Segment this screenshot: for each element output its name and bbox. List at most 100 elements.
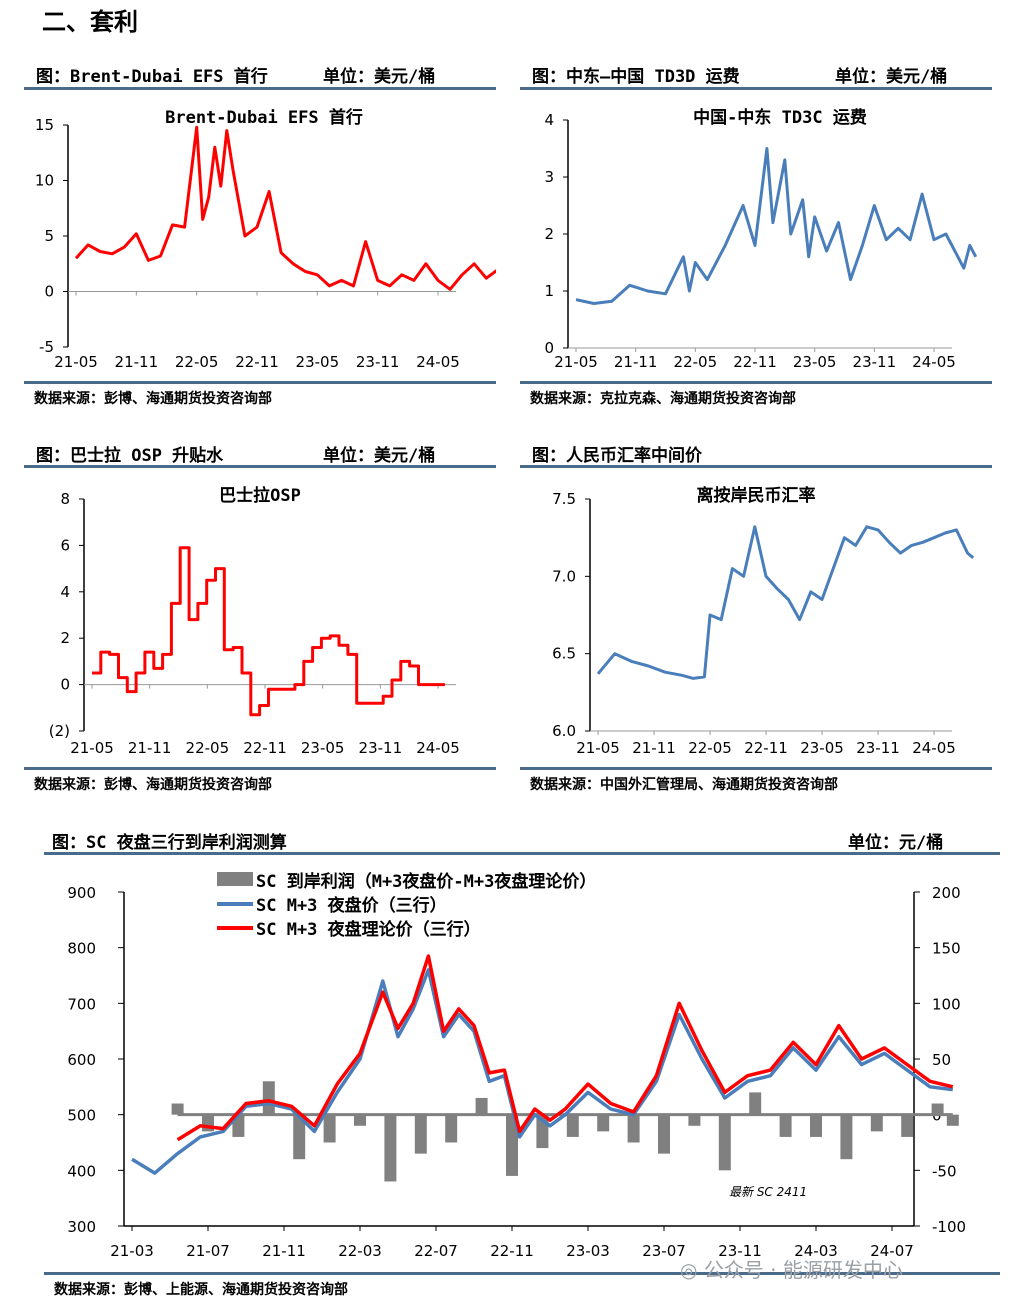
sc-right-tick-label: 200 [932, 884, 961, 902]
sc-profit-bar [810, 1114, 822, 1137]
sc-x-tick-label: 22-11 [490, 1242, 534, 1260]
sc-profit-bar [293, 1114, 306, 1160]
sc-left-tick-label: 900 [67, 884, 96, 902]
osp-chart: 巴士拉OSP (2) 0 2 4 6 8 21-05 21-11 22-05 22-11 23-05 2… [49, 485, 460, 757]
cny-bottom-rule [520, 767, 992, 770]
cny-y-tick-label: 7.5 [552, 490, 576, 508]
sc-right-tick-label: 150 [932, 940, 961, 958]
efs-x-tick-label: 23-05 [296, 353, 340, 371]
sc-left-tick-label: 700 [67, 995, 96, 1013]
cny-y-tick-label: 6.5 [552, 645, 576, 663]
cny-x-tick-label: 23-11 [856, 739, 900, 757]
sc-left-tick-label: 300 [67, 1218, 96, 1236]
osp-series-line [92, 546, 445, 717]
td3c-x-tick-label: 24-05 [912, 353, 956, 371]
cny-x-tick-label: 22-11 [744, 739, 788, 757]
efs-caption: 图：Brent-Dubai EFS 首行 [36, 67, 268, 87]
osp-x-tick-label: 21-11 [128, 739, 172, 757]
efs-x-tick-label: 21-05 [54, 353, 98, 371]
td3c-series-line [575, 147, 978, 305]
td3c-y-tick-label: 1 [544, 282, 554, 300]
sc-x-tick-label: 22-07 [414, 1242, 458, 1260]
sc-annotation: 最新 SC 2411 [729, 1185, 807, 1199]
td3c-x-tick-label: 22-11 [733, 353, 777, 371]
efs-x-tick-label: 22-11 [235, 353, 279, 371]
osp-x-tick-label: 23-11 [359, 739, 403, 757]
sc-left-tick-label: 500 [67, 1107, 96, 1125]
sc-x-tick-label: 24-07 [870, 1242, 914, 1260]
sc-profit-bar [840, 1114, 853, 1160]
efs-unit: 单位：美元/桶 [323, 67, 436, 87]
td3c-x-tick-label: 23-11 [853, 353, 897, 371]
sc-x-tick-label: 21-03 [110, 1242, 154, 1260]
sc-legend-label: SC M+3 夜盘价（三行） [256, 895, 447, 916]
osp-y-tick-label: 2 [60, 629, 70, 647]
sc-top-rule [44, 852, 1000, 855]
sc-x-tick-label: 24-03 [794, 1242, 838, 1260]
td3c-y-tick-label: 3 [544, 168, 554, 186]
sc-left-tick-label: 600 [67, 1051, 96, 1069]
sc-chart: 300400500600700800900-100-50050100150200… [67, 871, 966, 1260]
efs-chart-title: Brent-Dubai EFS 首行 [165, 107, 363, 128]
sc-profit-bar [870, 1114, 883, 1132]
cny-x-tick-label: 21-11 [632, 739, 676, 757]
cny-y-tick-label: 6.0 [552, 722, 576, 740]
osp-y-tick-label: 4 [60, 583, 70, 601]
sc-legend-label: SC M+3 夜盘理论价（三行） [256, 919, 481, 940]
section-title: 二、套利 [42, 7, 138, 36]
cny-x-tick-label: 21-05 [576, 739, 620, 757]
efs-source: 数据来源：彭博、海通期货投资咨询部 [34, 391, 272, 407]
efs-bottom-rule [24, 381, 496, 384]
watermark: ◎ 公众号 · 能源研发中心 [680, 1254, 903, 1283]
efs-x-tick-label: 24-05 [416, 353, 460, 371]
sc-legend-swatch-profit [217, 872, 253, 886]
sc-profit-bar [475, 1097, 488, 1115]
td3c-chart-title: 中国-中东 TD3C 运费 [693, 107, 867, 128]
sc-x-tick-label: 23-11 [718, 1242, 762, 1260]
sc-bottom-rule [44, 1272, 1000, 1275]
sc-caption: 图：SC 夜盘三行到岸利润测算 [52, 833, 287, 853]
efs-y-tick-label: 10 [35, 172, 54, 190]
td3c-y-tick-label: 0 [544, 339, 554, 357]
efs-chart: Brent-Dubai EFS 首行 -5 0 5 10 15 21-05 21-11 22-0… [35, 107, 496, 371]
cny-source: 数据来源：中国外汇管理局、海通期货投资咨询部 [530, 777, 838, 793]
sc-profit-bar [323, 1114, 336, 1143]
sc-profit-bar [718, 1114, 731, 1171]
efs-x-tick-label: 22-05 [175, 353, 219, 371]
td3c-caption: 图：中东—中国 TD3D 运费 [532, 67, 740, 87]
osp-chart-title: 巴士拉OSP [219, 485, 301, 506]
sc-x-tick-label: 22-03 [338, 1242, 382, 1260]
td3c-x-tick-label: 23-05 [793, 353, 837, 371]
cny-chart-title: 离按岸民币汇率 [697, 485, 816, 506]
efs-y-tick-label: 0 [44, 283, 54, 301]
osp-bottom-rule [24, 767, 496, 770]
osp-top-rule [24, 465, 496, 468]
osp-y-tick-label: 0 [60, 676, 70, 694]
td3c-x-tick-label: 21-05 [554, 353, 598, 371]
sc-source: 数据来源：彭博、上能源、海通期货投资咨询部 [54, 1282, 348, 1298]
sc-x-tick-label: 21-11 [262, 1242, 306, 1260]
sc-profit-bar [688, 1114, 701, 1126]
osp-x-tick-label: 24-05 [416, 739, 460, 757]
efs-x-tick-label: 21-11 [115, 353, 159, 371]
cny-top-rule [520, 465, 992, 468]
sc-profit-bar [445, 1114, 458, 1143]
efs-top-rule [24, 87, 496, 90]
sc-theory-line [176, 954, 954, 1142]
sc-profit-bar [901, 1114, 914, 1137]
osp-x-tick-label: 23-05 [301, 739, 345, 757]
sc-profit-bar [354, 1114, 366, 1126]
sc-left-tick-label: 800 [67, 940, 96, 958]
sc-profit-bar [566, 1114, 579, 1137]
sc-profit-bar [171, 1103, 184, 1115]
sc-x-tick-label: 21-07 [186, 1242, 230, 1260]
osp-x-tick-label: 22-05 [186, 739, 230, 757]
sc-x-tick-label: 23-03 [566, 1242, 610, 1260]
sc-right-tick-label: -50 [932, 1162, 957, 1180]
efs-x-tick-label: 23-11 [356, 353, 400, 371]
osp-caption: 图：巴士拉 OSP 升贴水 [36, 446, 224, 466]
sc-unit: 单位：元/桶 [848, 833, 944, 853]
td3c-y-tick-label: 2 [544, 225, 554, 243]
cny-x-tick-label: 22-05 [688, 739, 732, 757]
cny-caption: 图：人民币汇率中间价 [532, 446, 702, 466]
